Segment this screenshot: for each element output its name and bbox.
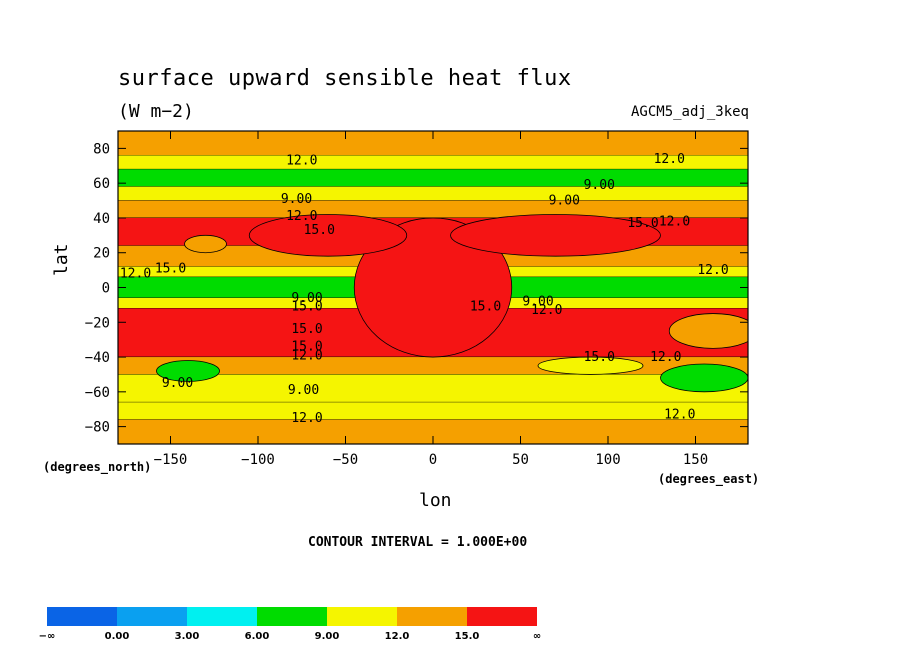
contour-label-6: 15.0: [304, 223, 335, 238]
legend-label-0: −∞: [39, 631, 56, 642]
field-patch-1: [248, 214, 408, 257]
x-tick-label-1: −100: [241, 452, 275, 468]
legend-label-7: ∞: [533, 631, 541, 642]
y-tick-label-1: 60: [93, 176, 110, 192]
contour-label-20: 15.0: [584, 350, 615, 365]
contour-label-23: 9.00: [288, 383, 319, 398]
x-tick-label-2: −50: [333, 452, 358, 468]
contour-label-16: 12.0: [531, 303, 562, 318]
contour-label-11: 12.0: [697, 263, 728, 278]
x-tick-label-0: −150: [154, 452, 188, 468]
x-tick-label-3: 0: [429, 452, 437, 468]
legend-swatch-1: [117, 607, 187, 626]
contour-label-12: 9.00: [291, 291, 322, 306]
run-label: AGCM5_adj_3keq: [630, 104, 749, 120]
field-patch-6: [668, 313, 748, 349]
contour-label-4: 9.00: [549, 194, 580, 209]
y-tick-label-6: −40: [85, 350, 110, 366]
x-tick-label-6: 150: [683, 452, 708, 468]
chart-units: (W m−2): [118, 101, 194, 122]
x-axis-label: lon: [419, 490, 452, 511]
contour-label-21: 12.0: [650, 350, 681, 365]
chart-title: surface upward sensible heat flux: [118, 66, 572, 91]
contour-label-19: 12.0: [291, 348, 322, 363]
x-tick-label-5: 100: [595, 452, 620, 468]
contour-label-9: 12.0: [120, 267, 151, 282]
field-band-1: [118, 155, 748, 170]
y-unit-label: (degrees_north): [43, 460, 152, 474]
field-band-12: [118, 374, 748, 403]
legend-label-5: 12.0: [385, 631, 410, 642]
field-patch-5: [537, 356, 644, 375]
field-band-2: [118, 169, 748, 187]
field-patch-0: [353, 217, 513, 358]
contour-label-8: 12.0: [659, 214, 690, 229]
color-legend: −∞ 0.00 3.00 6.00 9.00 12.0 15.0 ∞: [39, 607, 541, 642]
contour-label-1: 12.0: [654, 152, 685, 167]
legend-label-6: 15.0: [455, 631, 480, 642]
legend-label-3: 6.00: [245, 631, 270, 642]
contour-interval-label: CONTOUR INTERVAL = 1.000E+00: [308, 535, 528, 550]
contour-label-24: 12.0: [291, 411, 322, 426]
contour-label-18: 15.0: [291, 340, 322, 355]
y-tick-label-7: −60: [85, 385, 110, 401]
legend-label-2: 3.00: [175, 631, 200, 642]
legend-swatch-4: [327, 607, 397, 626]
legend-swatch-3: [257, 607, 327, 626]
contour-label-0: 12.0: [286, 154, 317, 169]
contour-label-3: 9.00: [281, 192, 312, 207]
legend-label-1: 0.00: [105, 631, 130, 642]
x-unit-label: (degrees_east): [658, 472, 760, 486]
legend-label-4: 9.00: [315, 631, 340, 642]
x-tick-label-4: 50: [512, 452, 529, 468]
y-tick-label-2: 40: [93, 211, 110, 227]
contour-label-10: 15.0: [155, 261, 186, 276]
legend-swatch-0: [47, 607, 117, 626]
field-patch-7: [184, 234, 227, 254]
y-tick-label-3: 20: [93, 246, 110, 262]
contour-label-15: 15.0: [470, 300, 501, 315]
y-tick-label-0: 80: [93, 141, 110, 157]
legend-swatch-2: [187, 607, 257, 626]
contour-label-7: 15.0: [627, 216, 658, 231]
contour-label-5: 12.0: [286, 209, 317, 224]
contour-label-17: 15.0: [291, 322, 322, 337]
field-band-4: [118, 200, 748, 218]
contour-label-25: 12.0: [664, 407, 695, 422]
y-tick-label-8: −80: [85, 420, 110, 436]
field-band-3: [118, 186, 748, 201]
legend-swatch-6: [467, 607, 537, 626]
contour-label-2: 9.00: [584, 178, 615, 193]
field-band-13: [118, 402, 748, 420]
axes: −150 −100 −50 0 50 100 150 80 60 40 20 0 −20 −40 −60 −8…: [85, 130, 749, 468]
field-patch-2: [450, 214, 661, 257]
legend-swatch-5: [397, 607, 467, 626]
contour-label-14: 9.00: [522, 294, 553, 309]
field-patch-4: [660, 363, 748, 393]
y-tick-label-4: 0: [102, 281, 110, 297]
y-tick-label-5: −20: [85, 315, 110, 331]
contour-label-22: 9.00: [162, 376, 193, 391]
contour-label-13: 15.0: [291, 300, 322, 315]
field-patch-3: [156, 360, 220, 382]
